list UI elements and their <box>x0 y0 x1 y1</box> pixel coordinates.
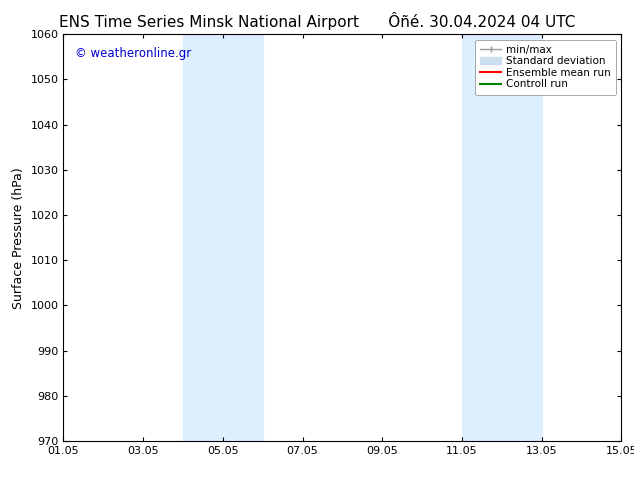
Y-axis label: Surface Pressure (hPa): Surface Pressure (hPa) <box>12 167 25 309</box>
Text: © weatheronline.gr: © weatheronline.gr <box>75 47 191 59</box>
Legend: min/max, Standard deviation, Ensemble mean run, Controll run: min/max, Standard deviation, Ensemble me… <box>475 40 616 95</box>
Text: ENS Time Series Minsk National Airport      Ôñé. 30.04.2024 04 UTC: ENS Time Series Minsk National Airport Ô… <box>59 12 575 30</box>
Bar <box>183 34 262 441</box>
Bar <box>462 34 541 441</box>
